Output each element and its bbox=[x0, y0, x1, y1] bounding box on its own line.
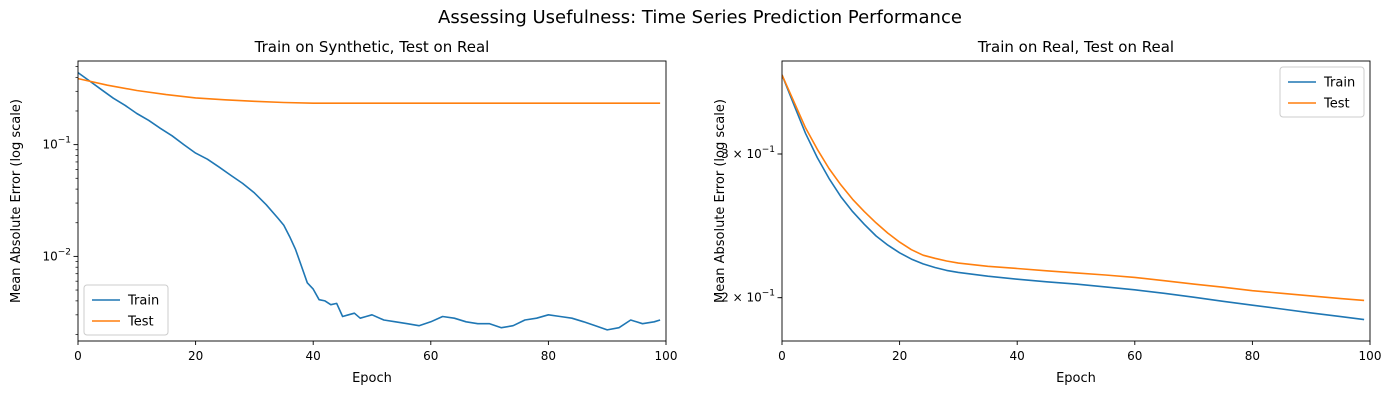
x-tick-label: 20 bbox=[188, 349, 203, 363]
plot-frame bbox=[77, 60, 667, 342]
chart-title: Train on Synthetic, Test on Real bbox=[254, 38, 490, 56]
figure-title: Assessing Usefulness: Time Series Predic… bbox=[438, 7, 962, 28]
legend-label-test: Test bbox=[1323, 97, 1350, 112]
legend-box bbox=[83, 284, 169, 336]
x-tick-label: 0 bbox=[778, 349, 786, 363]
x-tick-label: 60 bbox=[423, 349, 438, 363]
plot-frame bbox=[781, 60, 1371, 342]
y-axis-label: Mean Absolute Error (log scale) bbox=[713, 99, 728, 303]
left-chart: Train on Synthetic, Test on Real 0 20 40 60 8… bbox=[9, 38, 677, 386]
chart-title: Train on Real, Test on Real bbox=[977, 38, 1174, 56]
legend: Train Test bbox=[83, 284, 169, 336]
y-tick-label: 2 × 10−1 bbox=[721, 289, 775, 305]
x-tick-label: 20 bbox=[892, 349, 907, 363]
x-tick-label: 0 bbox=[74, 349, 82, 363]
x-tick-label: 40 bbox=[306, 349, 321, 363]
series-line-train bbox=[78, 72, 661, 331]
series-line-train bbox=[782, 74, 1365, 321]
legend: Train Test bbox=[1279, 66, 1365, 118]
y-tick-label: 10−1 bbox=[42, 136, 71, 152]
right-chart: Train on Real, Test on Real 0 20 40 60 80 100 2… bbox=[713, 38, 1381, 386]
y-tick-label: 3 × 10−1 bbox=[721, 145, 775, 161]
series-line-test bbox=[78, 77, 661, 104]
legend-box bbox=[1279, 66, 1365, 118]
x-axis-label: Epoch bbox=[352, 371, 392, 386]
series-line-test bbox=[782, 74, 1365, 302]
x-tick-label: 100 bbox=[1359, 349, 1382, 363]
legend-label-train: Train bbox=[127, 294, 159, 309]
x-tick-label: 80 bbox=[1245, 349, 1260, 363]
y-tick-label: 10−2 bbox=[42, 247, 71, 263]
x-tick-label: 100 bbox=[655, 349, 678, 363]
legend-label-test: Test bbox=[127, 315, 154, 330]
y-axis-label: Mean Absolute Error (log scale) bbox=[9, 99, 24, 303]
x-tick-label: 80 bbox=[541, 349, 556, 363]
legend-label-train: Train bbox=[1323, 76, 1355, 91]
x-tick-label: 40 bbox=[1010, 349, 1025, 363]
x-tick-label: 60 bbox=[1127, 349, 1142, 363]
x-axis-label: Epoch bbox=[1056, 371, 1096, 386]
